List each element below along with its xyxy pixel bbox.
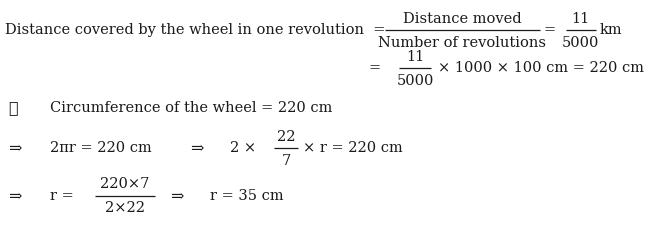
- Text: 2πr = 220 cm: 2πr = 220 cm: [50, 141, 152, 155]
- Text: Distance moved: Distance moved: [402, 12, 521, 26]
- Text: ⇒: ⇒: [190, 139, 204, 156]
- Text: km: km: [600, 23, 623, 37]
- Text: 5000: 5000: [396, 74, 434, 88]
- Text: 220×7: 220×7: [100, 177, 150, 191]
- Text: × r = 220 cm: × r = 220 cm: [303, 141, 402, 155]
- Text: r =: r =: [50, 189, 74, 203]
- Text: 7: 7: [281, 154, 290, 168]
- Text: Number of revolutions: Number of revolutions: [378, 36, 546, 50]
- Text: 11: 11: [406, 50, 424, 64]
- Text: 22: 22: [276, 130, 295, 144]
- Text: r = 35 cm: r = 35 cm: [210, 189, 284, 203]
- Text: 2×22: 2×22: [105, 201, 145, 215]
- Text: 11: 11: [571, 12, 589, 26]
- Text: =: =: [544, 23, 556, 37]
- Text: =: =: [369, 61, 381, 75]
- Text: 2 ×: 2 ×: [230, 141, 256, 155]
- Text: ⇒: ⇒: [8, 187, 21, 205]
- Text: ⇒: ⇒: [8, 139, 21, 156]
- Text: ∴: ∴: [8, 100, 18, 117]
- Text: Circumference of the wheel = 220 cm: Circumference of the wheel = 220 cm: [50, 101, 332, 115]
- Text: Distance covered by the wheel in one revolution  =: Distance covered by the wheel in one rev…: [5, 23, 385, 37]
- Text: 5000: 5000: [562, 36, 599, 50]
- Text: ⇒: ⇒: [170, 187, 184, 205]
- Text: × 1000 × 100 cm = 220 cm: × 1000 × 100 cm = 220 cm: [438, 61, 644, 75]
